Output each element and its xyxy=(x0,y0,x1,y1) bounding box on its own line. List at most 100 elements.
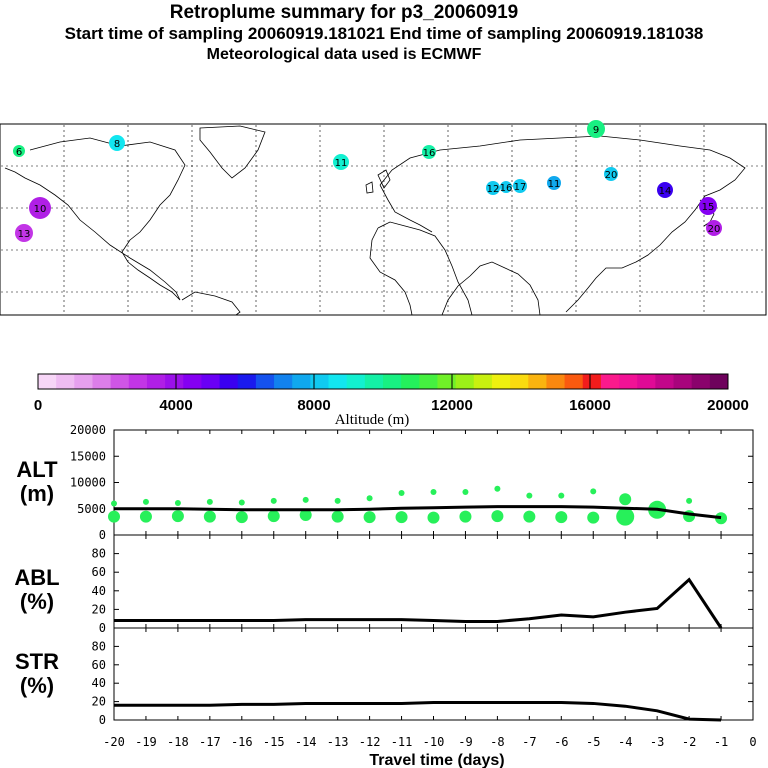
alt-marker-high-13 xyxy=(526,492,533,499)
alt-label-bottom: (m) xyxy=(19,481,55,506)
str-label-bottom: (%) xyxy=(19,673,55,698)
str-label: STR (%) xyxy=(2,650,72,698)
x-tick-label-8: -12 xyxy=(359,735,381,749)
alt-marker-low-14 xyxy=(555,511,568,524)
colorbar-cell-10 xyxy=(219,374,239,389)
colorbar-cell-17 xyxy=(346,374,366,389)
colorbar-cell-25 xyxy=(491,374,511,389)
coastline-africa xyxy=(369,221,473,316)
str-ytick-label-1: 60 xyxy=(92,658,106,672)
colorbar-cell-31 xyxy=(600,374,620,389)
colorbar-cell-23 xyxy=(455,374,475,389)
colorbar-cell-35 xyxy=(673,374,693,389)
coastline-europe-islands xyxy=(365,169,391,194)
alt-ytick-label-3: 5000 xyxy=(77,502,106,516)
colorbar-cell-0 xyxy=(38,374,57,389)
x-tick-label-15: -5 xyxy=(586,735,600,749)
colorbar-cell-21 xyxy=(419,374,438,389)
alt-marker-low-0 xyxy=(108,510,120,523)
map-site-label-6: 17 xyxy=(514,182,527,193)
colorbar-cell-4 xyxy=(110,374,130,389)
map-site-label-10: 14 xyxy=(659,186,672,197)
colorbar-cell-27 xyxy=(528,374,547,389)
alt-marker-low-11 xyxy=(459,510,472,523)
str-ytick-label-2: 40 xyxy=(92,676,106,690)
alt-label-top: ALT xyxy=(16,457,58,482)
map-site-label-1: 9 xyxy=(593,125,599,136)
x-tick-label-0: -20 xyxy=(103,735,125,749)
colorbar-cell-5 xyxy=(128,374,148,389)
map-site-marker-3 xyxy=(422,145,436,159)
colorbar-cell-8 xyxy=(183,374,202,389)
alt-marker-high-6 xyxy=(302,496,309,503)
abl-ytick-label-4: 0 xyxy=(99,621,106,635)
alt-ytick-label-2: 10000 xyxy=(70,476,106,490)
x-tick-label-5: -15 xyxy=(263,735,285,749)
map-site-label-8: 11 xyxy=(548,179,561,190)
alt-marker-low-7 xyxy=(331,510,344,523)
str-panel: 80 60 40 20 0 xyxy=(92,628,753,727)
colorbar-cell-14 xyxy=(292,374,311,389)
x-tick-label-18: -2 xyxy=(682,735,696,749)
map-site-marker-12 xyxy=(706,220,722,236)
alt-ytick-label-0: 20000 xyxy=(70,423,106,437)
map-site-label-13: 10 xyxy=(34,204,47,215)
abl-ytick-label-3: 20 xyxy=(92,602,106,616)
x-tick-label-9: -11 xyxy=(391,735,413,749)
abl-panel: 80 60 40 20 0 xyxy=(92,535,753,635)
str-ytick-label-4: 0 xyxy=(99,713,106,727)
alt-ytick-label-1: 15000 xyxy=(70,449,106,463)
colorbar-tick-label-0: 0 xyxy=(34,397,42,414)
alt-marker-low-10 xyxy=(427,511,440,524)
abl-line xyxy=(114,577,723,629)
colorbar-cell-28 xyxy=(546,374,566,389)
colorbar-tick-label-3: 12000 xyxy=(431,397,473,414)
panels-frame xyxy=(113,429,754,721)
map-site-marker-13 xyxy=(29,197,51,219)
str-ytick-label-3: 20 xyxy=(92,695,106,709)
colorbar-tick-label-4: 16000 xyxy=(569,397,611,414)
colorbar-cell-30 xyxy=(582,374,602,389)
x-tick-label-17: -3 xyxy=(650,735,664,749)
x-tick-label-10: -10 xyxy=(423,735,445,749)
str-ytick-label-0: 80 xyxy=(92,639,106,653)
alt-marker-high-10 xyxy=(430,488,437,495)
alt-marker-low-8 xyxy=(363,511,376,524)
colorbar-cell-2 xyxy=(74,374,93,389)
alt-marker-high-3 xyxy=(206,498,213,505)
map-site-marker-11 xyxy=(699,197,717,215)
alt-median-line xyxy=(114,505,722,520)
colorbar-tick-label-5: 20000 xyxy=(707,397,749,414)
alt-marker-high-4 xyxy=(238,499,245,506)
abl-ytick-label-1: 60 xyxy=(92,565,106,579)
alt-marker-low-19 xyxy=(715,512,728,525)
str-line xyxy=(114,701,722,722)
alt-marker-high-2 xyxy=(174,499,181,506)
x-tick-label-3: -17 xyxy=(199,735,221,749)
colorbar-cell-12 xyxy=(255,374,275,389)
x-tick-label-19: -1 xyxy=(714,735,728,749)
colorbar-cell-19 xyxy=(383,374,402,389)
map-site-label-11: 15 xyxy=(702,202,715,213)
colorbar-cell-13 xyxy=(274,374,293,389)
alt-marker-low-3 xyxy=(203,510,216,523)
alt-marker-low-16 xyxy=(616,507,635,526)
alt-marker-high-11 xyxy=(462,488,469,495)
alt-marker-low-12 xyxy=(491,510,504,523)
map-site-label-12: 20 xyxy=(708,224,721,235)
map-site-label-3: 16 xyxy=(423,148,436,159)
x-tick-label-16: -4 xyxy=(618,735,632,749)
alt-marker-low-6 xyxy=(299,509,312,522)
abl-label-bottom: (%) xyxy=(19,589,55,614)
colorbar-cell-24 xyxy=(473,374,493,389)
map-site-marker-9 xyxy=(604,167,618,181)
colorbar-cell-26 xyxy=(510,374,529,389)
map-site-marker-4 xyxy=(333,154,349,170)
coastline-eurasia xyxy=(379,135,746,316)
colorbar-tick-label-2: 8000 xyxy=(297,397,330,414)
map-site-label-2: 6 xyxy=(16,147,22,158)
x-axis: -20 -19 -18 -17 -16 -15 -14 -13 -12 -11 -10 -9 -8 -7-… xyxy=(103,735,756,749)
x-tick-label-14: -6 xyxy=(554,735,568,749)
alt-marker-low-5 xyxy=(267,510,280,523)
colorbar-cell-20 xyxy=(401,374,420,389)
